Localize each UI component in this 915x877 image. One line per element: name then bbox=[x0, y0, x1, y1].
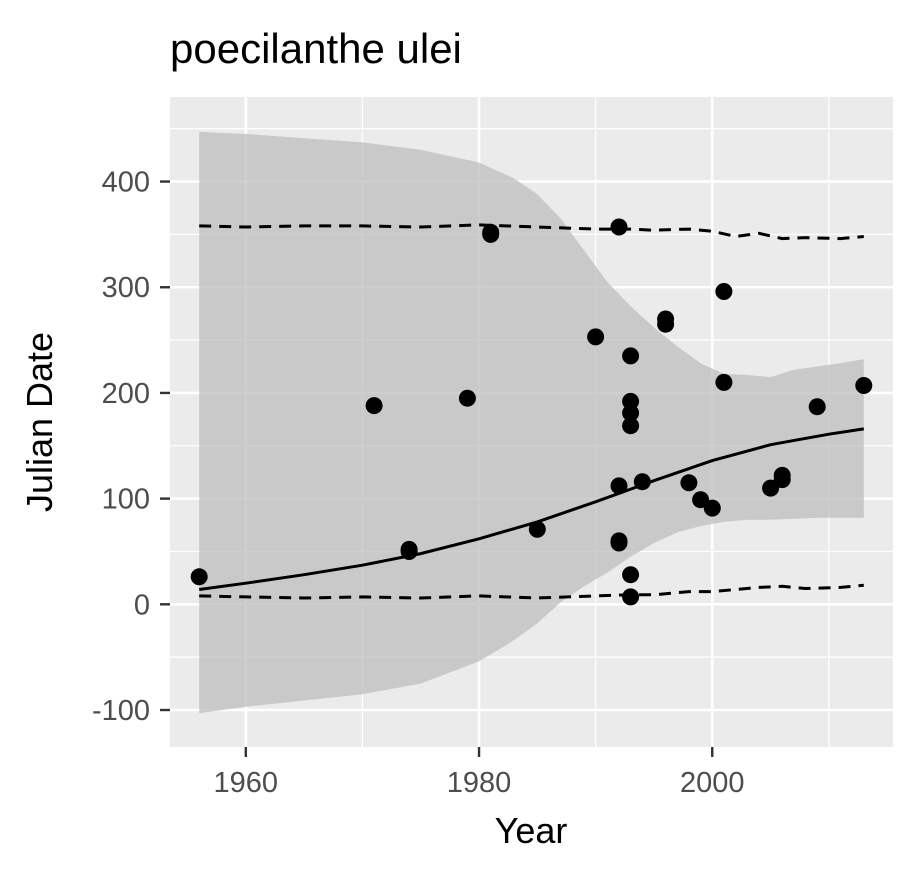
data-point bbox=[610, 218, 628, 236]
confidence-band-area bbox=[199, 131, 864, 714]
x-tick-label: 2000 bbox=[680, 767, 745, 799]
data-points bbox=[190, 218, 873, 606]
x-axis: 1960 1980 2000 bbox=[214, 747, 745, 799]
data-point bbox=[365, 397, 383, 415]
y-tick-label: 300 bbox=[102, 272, 150, 304]
y-tick-label: 200 bbox=[102, 378, 150, 410]
data-point bbox=[610, 477, 628, 495]
data-point bbox=[622, 347, 640, 365]
data-point bbox=[400, 540, 418, 558]
data-point bbox=[808, 398, 826, 416]
upper-quantile-line bbox=[199, 223, 864, 241]
y-tick-label: 0 bbox=[134, 589, 150, 621]
data-point bbox=[773, 471, 791, 489]
y-axis: -100 0 100 200 300 400 bbox=[92, 167, 170, 727]
y-axis-title: Julian Date bbox=[19, 332, 60, 512]
data-point bbox=[855, 377, 873, 394]
data-point bbox=[622, 404, 640, 422]
data-point bbox=[528, 520, 546, 538]
data-point bbox=[622, 417, 640, 435]
data-point bbox=[482, 223, 500, 241]
data-point bbox=[657, 315, 675, 333]
data-point bbox=[692, 491, 710, 509]
quantile-lines bbox=[199, 223, 864, 600]
y-tick-label: -100 bbox=[92, 695, 150, 727]
confidence-band bbox=[199, 131, 864, 714]
data-point bbox=[458, 389, 476, 407]
lower-quantile-line bbox=[199, 583, 864, 600]
x-axis-title: Year bbox=[495, 810, 568, 851]
data-point bbox=[610, 534, 628, 552]
data-point bbox=[587, 328, 605, 346]
data-point bbox=[715, 283, 733, 300]
data-point bbox=[622, 566, 640, 584]
data-point bbox=[715, 373, 733, 391]
x-tick-label: 1980 bbox=[447, 767, 512, 799]
y-tick-label: 400 bbox=[102, 167, 150, 199]
y-tick-label: 100 bbox=[102, 484, 150, 516]
data-point bbox=[190, 568, 208, 586]
chart-title: poecilanthe ulei bbox=[170, 25, 462, 72]
data-point bbox=[622, 588, 640, 606]
data-point bbox=[703, 499, 721, 517]
data-point bbox=[633, 473, 651, 491]
data-point bbox=[680, 474, 698, 492]
x-tick-label: 1960 bbox=[214, 767, 279, 799]
